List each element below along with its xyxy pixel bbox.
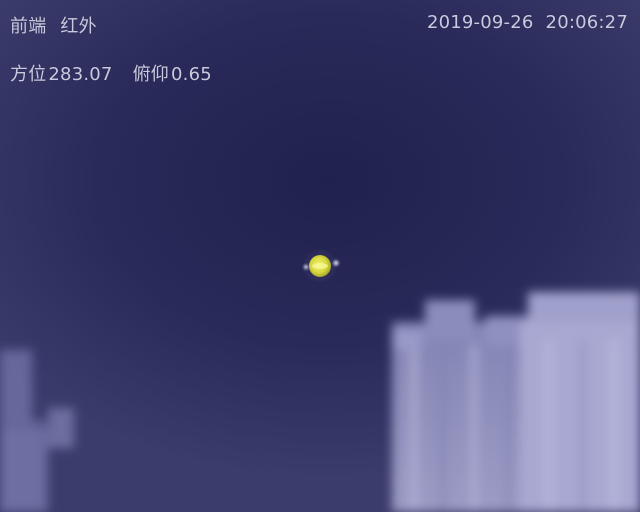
pitch-value: 0.65 <box>171 64 212 85</box>
building-left <box>0 350 74 512</box>
timestamp: 2019-09-26 20:06:27 <box>427 12 628 33</box>
pitch-label: 俯仰 <box>133 60 169 86</box>
source-mode-label: 前端 红外 <box>10 12 97 38</box>
target-marker[interactable] <box>304 250 339 282</box>
mode-text: 红外 <box>60 12 96 38</box>
azimuth-value: 283.07 <box>48 64 112 85</box>
azimuth-label: 方位 <box>10 60 46 86</box>
orientation-readout: 方位 283.07 俯仰 0.65 <box>10 60 212 86</box>
time-text: 20:06:27 <box>546 12 628 33</box>
building-cluster-right <box>392 292 640 512</box>
source-text: 前端 <box>10 12 46 38</box>
date-text: 2019-09-26 <box>427 12 534 33</box>
